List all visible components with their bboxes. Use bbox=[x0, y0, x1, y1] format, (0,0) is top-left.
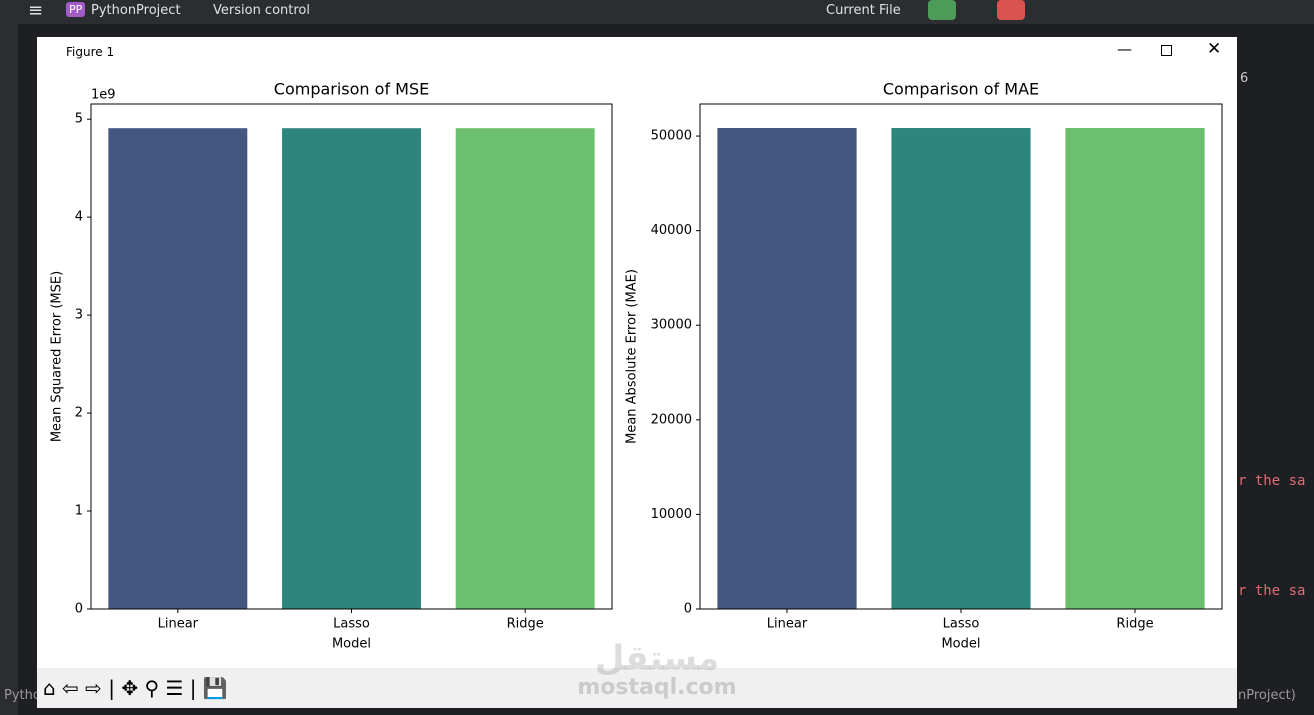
chart-title: Comparison of MSE bbox=[274, 80, 429, 99]
y-tick-label: 20000 bbox=[651, 412, 692, 427]
y-tick-label: 4 bbox=[75, 210, 83, 225]
menu-icon[interactable]: ≡ bbox=[28, 0, 44, 21]
y-tick-label: 1 bbox=[75, 504, 83, 519]
y-tick-label: 10000 bbox=[651, 507, 692, 522]
y-tick-label: 40000 bbox=[651, 223, 692, 238]
bar bbox=[1065, 128, 1205, 610]
x-axis-label: Model bbox=[941, 637, 980, 652]
y-tick-label: 0 bbox=[684, 602, 692, 617]
axes-frame bbox=[90, 103, 613, 610]
status-text: Pytho bbox=[4, 688, 41, 703]
x-tick-label: Linear bbox=[158, 617, 199, 632]
x-tick-label: Lasso bbox=[333, 617, 370, 632]
y-tick-label: 2 bbox=[75, 406, 83, 421]
y-axis-label: Mean Squared Error (MSE) bbox=[50, 271, 65, 442]
y-tick-label: 30000 bbox=[651, 318, 692, 333]
watermark: mostaql.com bbox=[577, 675, 736, 700]
chart-title: Comparison of MAE bbox=[883, 80, 1039, 99]
x-tick-label: Lasso bbox=[943, 617, 980, 632]
run-config[interactable]: Current File bbox=[826, 3, 901, 18]
x-tick-label: Ridge bbox=[1116, 617, 1153, 632]
left-strip bbox=[0, 24, 18, 715]
project-menu[interactable]: PythonProject bbox=[91, 3, 181, 18]
code-text: r the sa bbox=[1238, 473, 1306, 489]
y-tick-label: 3 bbox=[75, 308, 83, 323]
bar bbox=[891, 128, 1031, 610]
code-text: r the sa bbox=[1238, 583, 1306, 599]
offset-label: 1e9 bbox=[91, 88, 116, 103]
window-titlebar: Figure 1 — ✕ bbox=[37, 37, 1237, 65]
bar bbox=[282, 128, 421, 609]
axes-frame bbox=[699, 103, 1223, 610]
y-axis-label: Mean Absolute Error (MAE) bbox=[625, 269, 640, 444]
nav-toolbar: ⌂ ⇦ ⇨ | ✥ ⚲ ☰ | 💾 bbox=[37, 668, 1237, 708]
y-tick-label: 50000 bbox=[651, 129, 692, 144]
project-badge: PP bbox=[66, 2, 86, 17]
bar bbox=[717, 128, 857, 610]
x-tick-label: Linear bbox=[767, 617, 808, 632]
maximize[interactable] bbox=[1161, 45, 1172, 56]
bar bbox=[108, 128, 248, 609]
stop-button[interactable] bbox=[997, 0, 1025, 20]
watermark: مستقل bbox=[595, 639, 719, 679]
vcs-menu[interactable]: Version control bbox=[213, 3, 310, 18]
counter: 6 bbox=[1240, 71, 1249, 86]
y-tick-label: 0 bbox=[75, 602, 83, 617]
ide-toolbar: ≡ PP PythonProject Version control Curre… bbox=[0, 0, 1314, 24]
run-button[interactable] bbox=[928, 0, 956, 20]
window-title: Figure 1 bbox=[66, 45, 115, 59]
x-axis-label: Model bbox=[332, 637, 371, 652]
close[interactable]: ✕ bbox=[1207, 39, 1222, 59]
minimize[interactable]: — bbox=[1117, 40, 1132, 58]
x-tick-label: Ridge bbox=[507, 617, 544, 632]
bar bbox=[455, 128, 595, 609]
y-tick-label: 5 bbox=[75, 112, 83, 127]
tool-buttons[interactable]: ⌂ ⇦ ⇨ | ✥ ⚲ ☰ | 💾 bbox=[43, 676, 228, 700]
status-text: nProject) bbox=[1238, 688, 1296, 703]
